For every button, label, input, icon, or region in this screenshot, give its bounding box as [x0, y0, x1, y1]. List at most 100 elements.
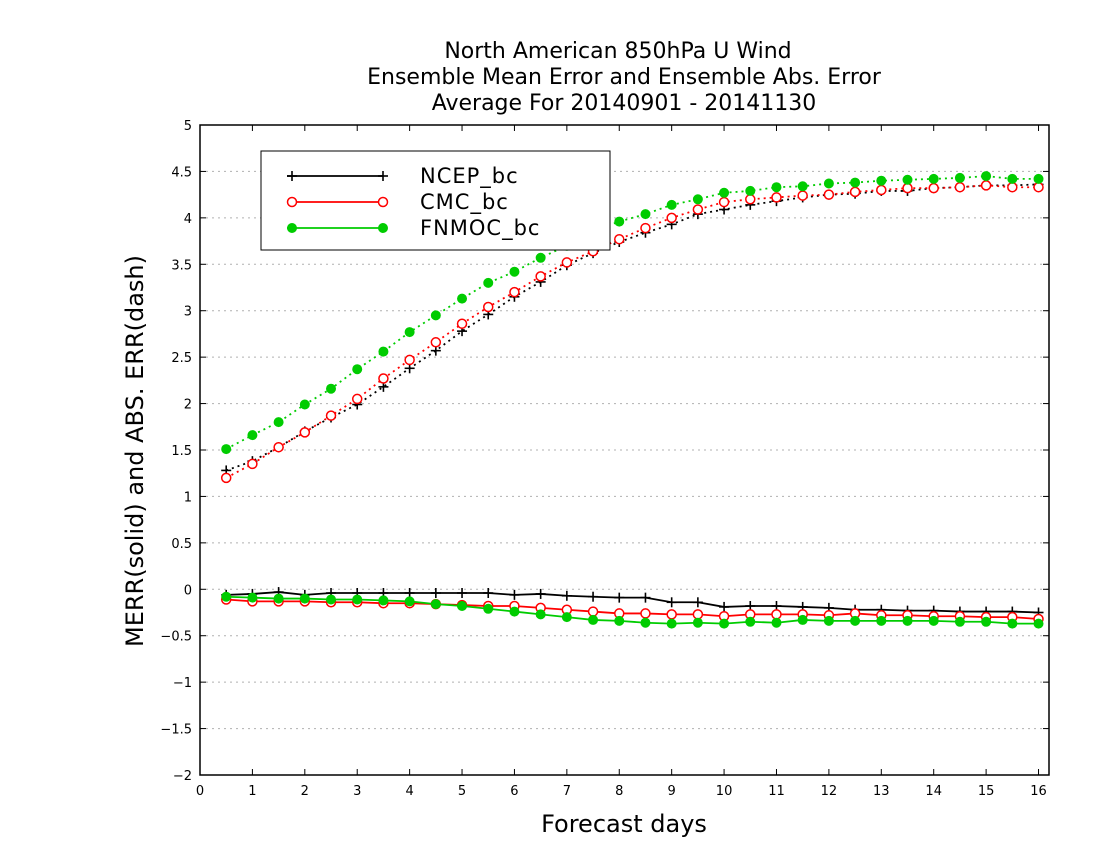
point-fnmoc-bc-merr — [928, 615, 939, 626]
point-cmc-bc-abs-err — [273, 441, 284, 453]
point-fnmoc-bc-merr — [509, 606, 520, 617]
x-tick-label: 5 — [458, 784, 466, 799]
legend-marker — [378, 171, 388, 181]
point-cmc-bc-abs-err — [299, 427, 311, 438]
point-fnmoc-bc-merr — [588, 614, 599, 625]
point-fnmoc-bc-merr — [535, 609, 546, 620]
x-tick-label: 9 — [668, 784, 676, 799]
point-cmc-bc-abs-err — [220, 472, 232, 484]
point-fnmoc-bc-abs-err — [404, 327, 415, 338]
y-tick-label: −2 — [173, 769, 192, 784]
point-cmc-bc-abs-err — [771, 192, 782, 203]
y-tick-label: 5 — [184, 119, 192, 134]
legend-marker — [287, 171, 297, 181]
legend-marker — [286, 196, 298, 208]
x-tick-label: 13 — [873, 784, 890, 799]
point-fnmoc-bc-merr — [850, 615, 861, 626]
gridlines — [200, 170, 1049, 730]
x-tick-label: 0 — [196, 784, 204, 799]
point-cmc-bc-abs-err — [1007, 181, 1018, 193]
x-tick-label: 7 — [563, 784, 571, 799]
chart-title-line-3: Average For 20140901 - 20141130 — [432, 91, 817, 116]
point-cmc-bc-abs-err — [404, 354, 415, 366]
x-tick-label: 8 — [615, 784, 623, 799]
point-fnmoc-bc-merr — [771, 617, 782, 628]
point-cmc-bc-merr — [771, 609, 782, 620]
y-tick-label: 4 — [184, 212, 192, 227]
point-fnmoc-bc-abs-err — [876, 175, 887, 186]
point-fnmoc-bc-merr — [378, 595, 389, 606]
point-cmc-bc-abs-err — [351, 393, 363, 405]
legend-box — [260, 150, 611, 251]
point-cmc-bc-abs-err — [535, 271, 546, 282]
point-ncep-bc-merr — [719, 601, 730, 612]
point-cmc-bc-abs-err — [561, 257, 573, 268]
point-ncep-bc-merr — [430, 588, 441, 598]
x-tick-label: 11 — [768, 784, 785, 799]
point-fnmoc-bc-merr — [954, 616, 965, 627]
point-cmc-bc-merr — [692, 609, 704, 620]
point-cmc-bc-abs-err — [928, 182, 939, 194]
y-tick-label: −1 — [173, 676, 192, 691]
point-cmc-bc-abs-err — [692, 204, 704, 215]
series-fnmoc-bc — [221, 171, 1044, 629]
x-tick-label: 2 — [301, 784, 309, 799]
point-fnmoc-bc-merr — [273, 593, 284, 604]
point-ncep-bc-merr — [535, 588, 546, 599]
y-tick-label: 0 — [184, 583, 192, 598]
point-cmc-bc-abs-err — [980, 180, 992, 191]
point-fnmoc-bc-abs-err — [535, 252, 546, 263]
point-ncep-bc-merr — [666, 597, 677, 608]
point-fnmoc-bc-merr — [692, 617, 703, 628]
point-fnmoc-bc-abs-err — [981, 171, 992, 182]
point-cmc-bc-abs-err — [430, 337, 442, 348]
point-fnmoc-bc-merr — [640, 617, 651, 628]
x-tick-label: 14 — [925, 784, 942, 799]
point-fnmoc-bc-abs-err — [509, 266, 520, 277]
point-fnmoc-bc-abs-err — [326, 383, 337, 394]
point-fnmoc-bc-merr — [1033, 618, 1044, 629]
point-fnmoc-bc-abs-err — [1033, 173, 1044, 184]
point-fnmoc-bc-abs-err — [457, 293, 468, 304]
point-fnmoc-bc-abs-err — [352, 364, 363, 375]
point-fnmoc-bc-abs-err — [221, 444, 232, 455]
point-cmc-bc-abs-err — [954, 181, 966, 193]
point-cmc-bc-abs-err — [325, 410, 337, 421]
point-cmc-bc-merr — [587, 606, 599, 617]
point-fnmoc-bc-merr — [352, 594, 363, 605]
legend-item-ncep-bc: NCEP_bc — [287, 164, 519, 189]
x-tick-label: 10 — [716, 784, 733, 799]
point-cmc-bc-abs-err — [745, 194, 756, 205]
point-fnmoc-bc-abs-err — [902, 174, 913, 185]
legend-marker — [377, 196, 389, 208]
x-tick-label: 15 — [978, 784, 995, 799]
point-cmc-bc-abs-err — [247, 458, 258, 470]
point-ncep-bc-merr — [640, 592, 651, 603]
chart-title: North American 850hPa U Wind Ensemble Me… — [367, 39, 882, 116]
point-fnmoc-bc-merr — [247, 592, 258, 603]
point-fnmoc-bc-abs-err — [299, 399, 310, 410]
axis-ticks: −2−1.5−1−0.500.511.522.533.544.550 1 2 3 4 5 6… — [160, 119, 1049, 799]
point-fnmoc-bc-abs-err — [928, 173, 939, 184]
point-ncep-bc-merr — [561, 590, 572, 601]
y-tick-label: 3.5 — [171, 258, 192, 273]
x-tick-label: 12 — [821, 784, 838, 799]
y-tick-label: 1 — [184, 490, 192, 505]
point-cmc-bc-merr — [640, 608, 651, 619]
point-fnmoc-bc-abs-err — [273, 417, 284, 428]
point-ncep-bc-merr — [614, 592, 625, 603]
point-fnmoc-bc-merr — [430, 599, 441, 610]
point-fnmoc-bc-abs-err — [1007, 173, 1018, 184]
point-fnmoc-bc-merr — [404, 596, 415, 607]
legend-label: NCEP_bc — [420, 164, 519, 189]
point-cmc-bc-abs-err — [718, 196, 730, 208]
y-tick-label: 2.5 — [171, 351, 192, 366]
point-fnmoc-bc-merr — [981, 616, 992, 627]
point-cmc-bc-abs-err — [823, 189, 835, 200]
y-tick-label: 4.5 — [171, 165, 192, 180]
y-axis-label: MERR(solid) and ABS. ERR(dash) — [121, 255, 149, 647]
point-cmc-bc-abs-err — [902, 182, 913, 194]
y-tick-label: −1.5 — [160, 723, 192, 738]
point-cmc-bc-abs-err — [378, 373, 389, 384]
